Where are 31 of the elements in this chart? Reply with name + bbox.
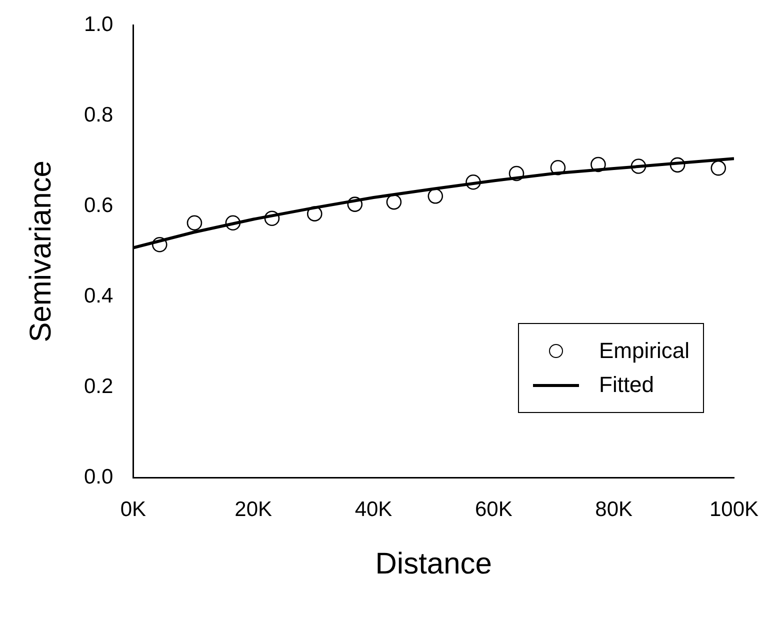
x-tick-label: 80K [595, 498, 633, 522]
x-tick-label: 60K [474, 498, 512, 522]
legend-label: Empirical [599, 336, 690, 365]
point [347, 196, 363, 212]
y-tick-label: 0.2 [84, 375, 114, 398]
point [508, 166, 524, 182]
y-tick-label: 0.6 [84, 194, 114, 217]
x-tick-label: 0K [120, 498, 146, 522]
x-tick-label: 40K [354, 498, 392, 522]
point [710, 160, 726, 176]
y-tick-label: 1.0 [84, 12, 114, 36]
point [670, 157, 686, 173]
point [630, 158, 646, 174]
point [590, 156, 606, 172]
point [550, 160, 566, 176]
legend-label: Fitted [599, 370, 654, 399]
point [264, 210, 280, 226]
point [225, 215, 241, 231]
point [466, 174, 481, 190]
y-axis-title: Semivariance [24, 160, 58, 342]
y-tick-label: 0.8 [84, 103, 114, 126]
y-tick-label: 0.0 [84, 466, 114, 489]
x-tick-label: 20K [234, 498, 272, 522]
x-axis-title: Distance [375, 547, 492, 580]
point [386, 194, 402, 210]
y-tick-label: 0.4 [84, 284, 114, 308]
point [306, 206, 322, 222]
point [186, 215, 202, 231]
x-tick-label: 100K [709, 498, 759, 522]
point [152, 236, 168, 252]
point [428, 188, 444, 204]
